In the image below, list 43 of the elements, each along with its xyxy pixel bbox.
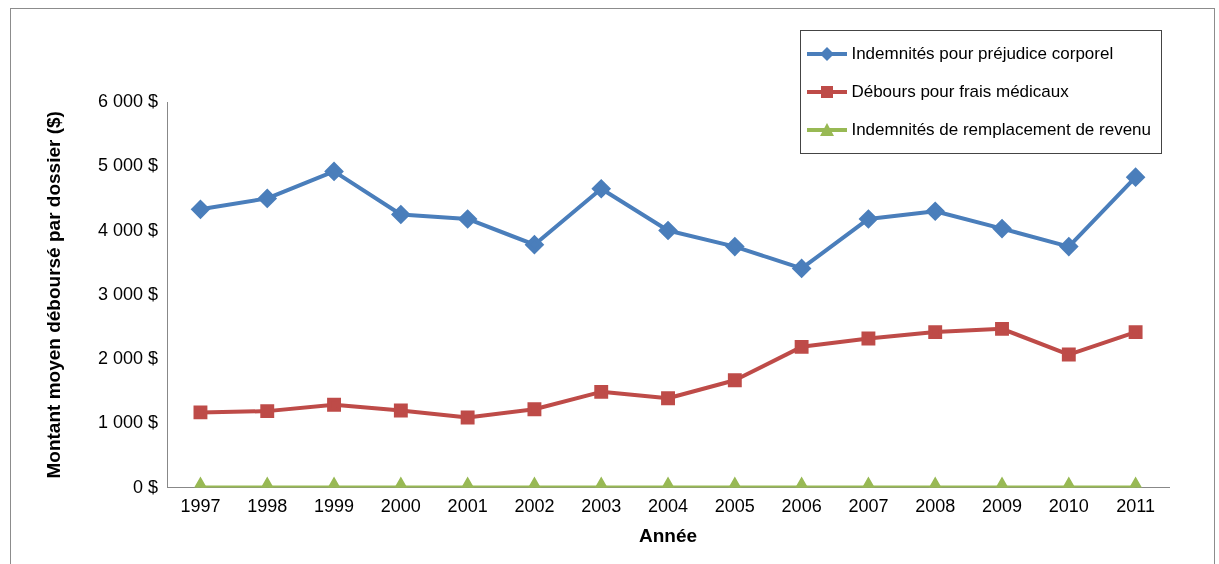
point [1126, 168, 1145, 187]
point [191, 200, 210, 219]
point [325, 162, 344, 181]
point [659, 221, 678, 240]
y-tick-label: 6 000 $ [97, 90, 159, 111]
x-tick-label: 2008 [915, 496, 956, 517]
x-tick-label: 2006 [781, 496, 822, 517]
point [926, 202, 945, 221]
x-tick-label: 2001 [447, 496, 488, 517]
x-tick-label: 2007 [848, 496, 889, 517]
point [859, 209, 878, 228]
point [458, 209, 477, 228]
y-axis-title: Montant moyen déboursé par dossier ($) [43, 111, 65, 479]
x-tick-label: 2000 [380, 496, 421, 517]
point [725, 237, 744, 256]
x-tick-label: 1997 [180, 496, 221, 517]
y-tick-label: 0 $ [133, 476, 159, 497]
x-tick-label: 2010 [1048, 496, 1089, 517]
x-tick-label: 1998 [247, 496, 288, 517]
y-tick-label: 2 000 $ [97, 348, 159, 369]
x-tick-label: 2002 [514, 496, 555, 517]
point [592, 179, 611, 198]
x-tick-label: 2005 [714, 496, 755, 517]
y-tick-label: 4 000 $ [97, 219, 159, 240]
y-tick-label: 5 000 $ [97, 155, 159, 176]
point [391, 205, 410, 224]
legend-label: Débours pour frais médicaux [851, 82, 1069, 102]
legend-label: Indemnités de remplacement de revenu [851, 120, 1151, 140]
y-tick-label: 1 000 $ [97, 412, 159, 433]
point [993, 219, 1012, 238]
x-tick-label: 2011 [1116, 496, 1155, 517]
point [1059, 237, 1078, 256]
x-tick-label: 1999 [314, 496, 355, 517]
x-axis-title: Année [638, 524, 698, 546]
x-tick-label: 2009 [981, 496, 1023, 517]
y-tick-label: 3 000 $ [97, 283, 159, 304]
point [792, 259, 811, 278]
x-tick-label: 2004 [648, 496, 689, 517]
point [995, 321, 1009, 336]
point [525, 235, 544, 254]
x-tick-label: 2003 [581, 496, 622, 517]
point [258, 189, 277, 208]
legend-label: Indemnités pour préjudice corporel [851, 44, 1114, 64]
